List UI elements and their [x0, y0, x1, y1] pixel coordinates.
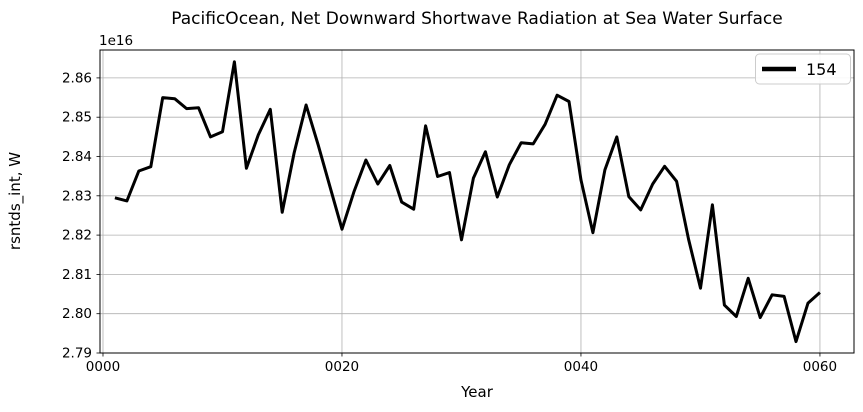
y-tick-label: 2.81 [62, 267, 92, 283]
series-line-154 [114, 60, 821, 344]
plot-border [99, 49, 855, 354]
y-axis-label: rsntds_int, W [6, 152, 25, 250]
y-tick-label: 2.80 [62, 306, 92, 322]
y-tick-label: 2.85 [62, 110, 92, 126]
offset-label: 1e16 [99, 33, 133, 49]
chart-title: PacificOcean, Net Downward Shortwave Rad… [171, 9, 782, 29]
x-tick-label: 0060 [803, 359, 837, 375]
legend-box [755, 53, 851, 85]
legend: 154 [755, 53, 851, 85]
x-tick-label: 0020 [325, 359, 359, 375]
y-tick-label: 2.82 [62, 228, 92, 244]
y-tick-label: 2.84 [62, 149, 92, 165]
x-axis: 0000 0020 0040 0060 [86, 353, 837, 375]
y-tick-label: 2.79 [62, 346, 92, 362]
y-tick-label: 2.83 [62, 188, 92, 204]
x-axis-label: Year [460, 383, 494, 401]
x-tick-label: 0000 [86, 359, 120, 375]
y-tick-label: 2.86 [62, 70, 92, 86]
x-tick-label: 0040 [564, 359, 598, 375]
y-axis: 2.79 2.80 2.81 2.82 2.83 2.84 2.85 2.86 [62, 70, 100, 362]
legend-label: 154 [806, 60, 837, 79]
